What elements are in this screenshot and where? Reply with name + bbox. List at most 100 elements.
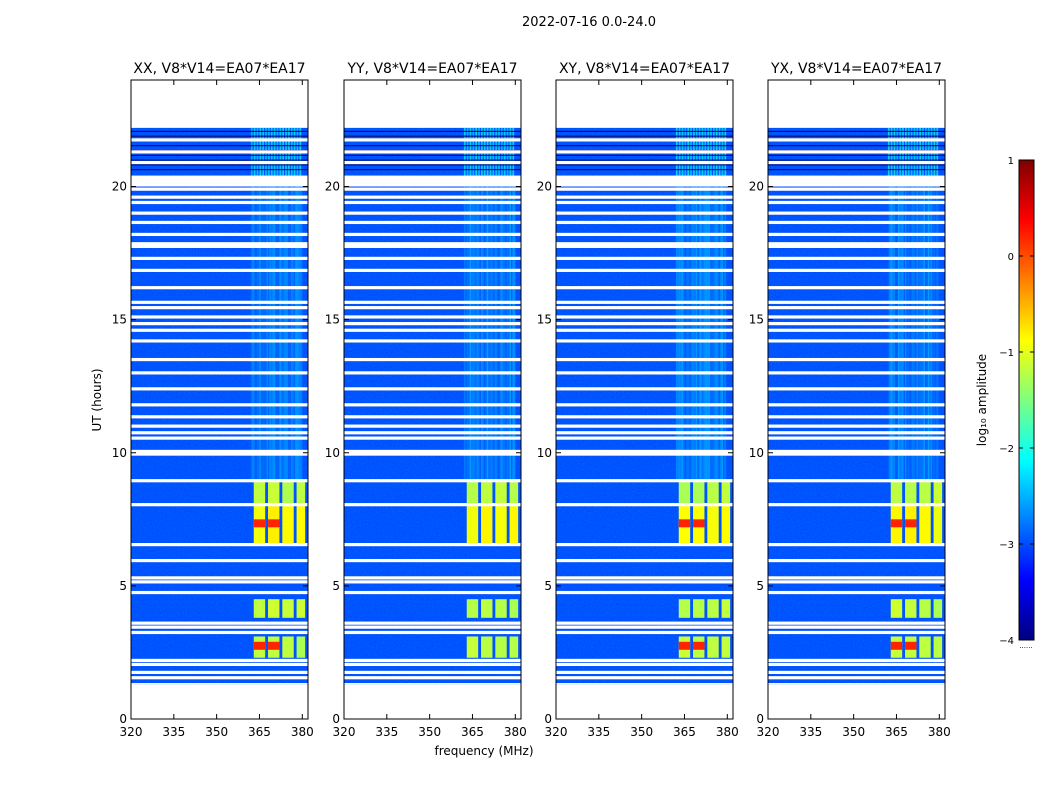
rfi-streak xyxy=(265,186,267,480)
rfi-streak xyxy=(721,186,724,480)
panel-image xyxy=(556,127,733,685)
x-tick-label: 335 xyxy=(375,725,398,739)
flagged-row xyxy=(344,160,521,165)
rfi-streak xyxy=(715,186,718,480)
flagged-row xyxy=(131,200,308,205)
flagged-row xyxy=(768,387,945,391)
rfi-streak xyxy=(895,186,897,480)
rfi-streak xyxy=(276,186,279,480)
rfi-streak xyxy=(905,186,907,480)
figure-suptitle: 2022-07-16 0.0-24.0 xyxy=(522,15,656,30)
flagged-row xyxy=(344,138,521,142)
rfi-streak xyxy=(298,186,300,480)
rfi-streak xyxy=(292,186,294,480)
flagged-row xyxy=(131,630,308,635)
flagged-row xyxy=(556,662,733,667)
flagged-row xyxy=(131,452,308,456)
rfi-streak xyxy=(252,186,254,480)
rfi-streak xyxy=(935,186,937,480)
rfi-streak xyxy=(255,186,257,480)
flagged-row xyxy=(768,286,945,290)
y-tick-label: 5 xyxy=(332,579,340,593)
flagged-row xyxy=(131,576,308,580)
axes-frame xyxy=(767,79,946,720)
rfi-block xyxy=(933,636,943,658)
flagged-row xyxy=(556,558,733,563)
row-dark xyxy=(344,154,521,156)
y-tick-label: 20 xyxy=(537,180,552,194)
flagged-row xyxy=(556,322,733,326)
rfi-block xyxy=(678,482,691,504)
flagged-row xyxy=(556,387,733,391)
flagged-row xyxy=(768,431,945,435)
rfi-streak xyxy=(887,186,890,480)
flagged-row xyxy=(768,200,945,205)
y-tick-label: 15 xyxy=(749,313,764,327)
rfi-streak xyxy=(272,186,274,480)
flagged-row xyxy=(344,256,521,260)
rfi-streak xyxy=(708,186,711,480)
flagged-row xyxy=(131,306,308,310)
flagged-row xyxy=(768,195,945,199)
colorbar-label: log₁₀ amplitude xyxy=(975,354,989,446)
flagged-row xyxy=(768,576,945,580)
rfi-block xyxy=(721,506,731,544)
flagged-row xyxy=(131,328,308,332)
flagged-row xyxy=(768,415,945,419)
flagged-gap xyxy=(768,683,945,685)
flagged-row xyxy=(131,160,308,165)
flagged-row xyxy=(344,220,521,225)
rfi-block xyxy=(481,506,493,544)
flagged-row xyxy=(131,449,308,454)
flagged-row xyxy=(344,403,521,407)
rfi-streak xyxy=(710,186,712,480)
rfi-streak xyxy=(268,186,270,480)
rfi-streak xyxy=(478,186,480,480)
flagged-row xyxy=(131,286,308,290)
flagged-row xyxy=(344,558,521,563)
rfi-hotspot xyxy=(253,519,266,528)
rfi-streak xyxy=(273,186,276,480)
rfi-streak xyxy=(926,186,928,480)
rfi-block xyxy=(282,636,294,658)
colorbar-gradient xyxy=(1018,159,1035,641)
flagged-row xyxy=(344,187,521,191)
rfi-block xyxy=(481,599,493,618)
rfi-block xyxy=(466,506,479,544)
rfi-streak xyxy=(701,186,704,480)
flagged-row xyxy=(344,452,521,456)
rfi-streak xyxy=(296,186,299,480)
rfi-streak xyxy=(690,186,692,480)
rfi-streak xyxy=(897,186,900,480)
flagged-gap xyxy=(556,175,733,187)
rfi-streak xyxy=(694,186,696,480)
flagged-row xyxy=(131,580,308,584)
rfi-streak xyxy=(915,186,917,480)
flagged-row xyxy=(344,431,521,435)
flagged-row xyxy=(131,211,308,215)
rfi-streak xyxy=(893,186,896,480)
row-dark xyxy=(131,159,308,161)
rfi-streak xyxy=(250,186,253,480)
rfi-streak xyxy=(933,186,936,480)
rfi-hotspot xyxy=(693,641,705,650)
x-tick-label: 350 xyxy=(418,725,441,739)
colorbar-tick-label: 0 xyxy=(1008,252,1014,263)
flagged-row xyxy=(768,322,945,326)
rfi-block xyxy=(495,482,507,504)
x-tick-label: 365 xyxy=(885,725,908,739)
panel-title: YX, V8*V14=EA07*EA17 xyxy=(770,61,942,77)
rfi-hotspot xyxy=(268,519,280,528)
rfi-streak xyxy=(259,186,261,480)
flagged-row xyxy=(131,621,308,625)
flagged-row xyxy=(768,306,945,310)
flagged-row xyxy=(344,576,521,580)
x-tick-label: 320 xyxy=(120,725,143,739)
y-tick-label: 5 xyxy=(544,579,552,593)
flagged-row xyxy=(556,244,733,249)
row-dark xyxy=(768,164,945,166)
flagged-row xyxy=(556,670,733,675)
flagged-row xyxy=(768,670,945,675)
flagged-row xyxy=(768,590,945,595)
flagged-row xyxy=(344,658,521,663)
